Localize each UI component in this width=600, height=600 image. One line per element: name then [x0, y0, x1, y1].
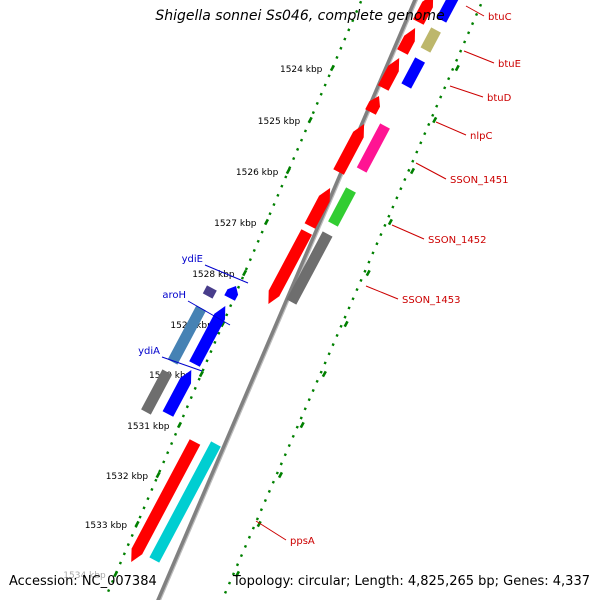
label-leader-aroH	[187, 300, 231, 326]
scale-tick-label: 1526 kbp	[236, 168, 279, 178]
major-tick-outer	[432, 116, 438, 124]
cds-feature-btuC	[436, 0, 459, 23]
gene-label-SSON_1452: SSON_1452	[428, 235, 487, 246]
major-tick-outer	[299, 421, 305, 429]
major-tick-inner	[263, 218, 270, 226]
label-leader-ydiE	[204, 264, 249, 284]
gene-feature-SSON_1452	[304, 188, 331, 229]
label-leader-btuC	[465, 5, 485, 17]
accession-text: Accession: NC_007384	[9, 574, 157, 589]
major-tick-outer	[454, 64, 460, 72]
gene-label-ppsA: ppsA	[290, 536, 315, 547]
major-tick-inner	[329, 64, 336, 72]
cds-feature-ydiE	[202, 285, 217, 299]
gene-feature-btuD	[377, 58, 400, 91]
genome-backbone	[156, 0, 418, 600]
gene-feature-btuC	[413, 0, 434, 25]
major-tick-inner	[113, 570, 119, 578]
major-tick-inner	[242, 269, 248, 277]
major-tick-outer	[387, 218, 393, 226]
scale-tick-label: 1534 kbp	[63, 571, 106, 581]
label-leader-nlpC	[435, 121, 467, 136]
major-tick-inner	[198, 370, 204, 378]
cds-feature-SSON_1451	[356, 123, 390, 173]
cds-feature-SSON_1452	[328, 187, 356, 227]
major-tick-outer	[234, 570, 241, 578]
scale-tick-label: 1532 kbp	[106, 472, 149, 482]
major-tick-inner	[134, 520, 140, 528]
gene-label-aroH: aroH	[162, 290, 186, 301]
scale-tick-label: 1531 kbp	[127, 422, 170, 432]
label-leader-SSON_1451	[415, 162, 447, 180]
gene-feature-btuE	[397, 28, 416, 55]
cds-feature-SSON_1453	[286, 231, 333, 305]
major-tick-outer	[321, 370, 327, 378]
cds-feature-btuE	[420, 27, 441, 53]
major-tick-inner	[220, 320, 226, 328]
scale-tick-label: 1533 kbp	[85, 521, 128, 531]
tick-track-outer	[220, 0, 485, 600]
gene-feature-ydiE	[224, 286, 239, 301]
topology-summary-text: Topology: circular; Length: 4,825,265 bp…	[232, 574, 590, 589]
gene-label-SSON_1451: SSON_1451	[450, 175, 509, 186]
feature-label-layer: btuC btuE btuD nlpC SSON_1451 SSON_1452 SSON_1…	[138, 5, 521, 547]
label-leader-btuD	[449, 85, 484, 98]
gene-feature-aroH	[189, 306, 226, 367]
feature-layer	[131, 0, 459, 563]
gene-label-nlpC: nlpC	[470, 131, 492, 142]
label-leader-SSON_1453	[365, 285, 399, 300]
gene-label-SSON_1453: SSON_1453	[402, 295, 461, 306]
scale-tick-label: 1527 kbp	[214, 219, 257, 229]
major-tick-inner	[285, 167, 291, 175]
scale-tick-label: 1528 kbp	[192, 270, 235, 280]
major-tick-outer	[256, 520, 262, 528]
label-leader-btuE	[463, 50, 495, 64]
major-tick-inner	[176, 421, 183, 429]
gene-feature-ppsA	[131, 439, 201, 562]
major-tick-inner	[155, 471, 161, 479]
gene-label-ydiE: ydiE	[182, 254, 203, 265]
cds-feature-ppsA	[149, 441, 221, 563]
label-leader-ydiA	[161, 356, 203, 372]
major-tick-outer	[365, 269, 371, 277]
cds-feature-aroH	[167, 305, 207, 365]
gene-label-ydiA: ydiA	[138, 346, 160, 357]
gene-label-btuD: btuD	[487, 93, 512, 104]
label-leader-ppsA	[255, 520, 287, 541]
major-tick-inner	[307, 116, 313, 124]
gene-feature-SSON_1451	[333, 124, 365, 175]
scale-tick-label: 1524 kbp	[280, 65, 323, 75]
label-leader-SSON_1452	[391, 224, 425, 240]
scale-tick-label: 1525 kbp	[258, 117, 301, 127]
gene-label-btuE: btuE	[498, 59, 521, 70]
gene-label-btuC: btuC	[488, 12, 512, 23]
cds-feature-btuD	[401, 57, 425, 89]
gene-feature-nlpC	[365, 96, 380, 115]
gene-feature-SSON_1453	[268, 229, 312, 304]
major-tick-outer	[277, 471, 284, 479]
cds-feature-ydiA	[141, 369, 173, 415]
major-tick-outer	[409, 167, 416, 175]
major-tick-outer	[343, 320, 349, 328]
gene-feature-ydiA	[162, 370, 192, 417]
